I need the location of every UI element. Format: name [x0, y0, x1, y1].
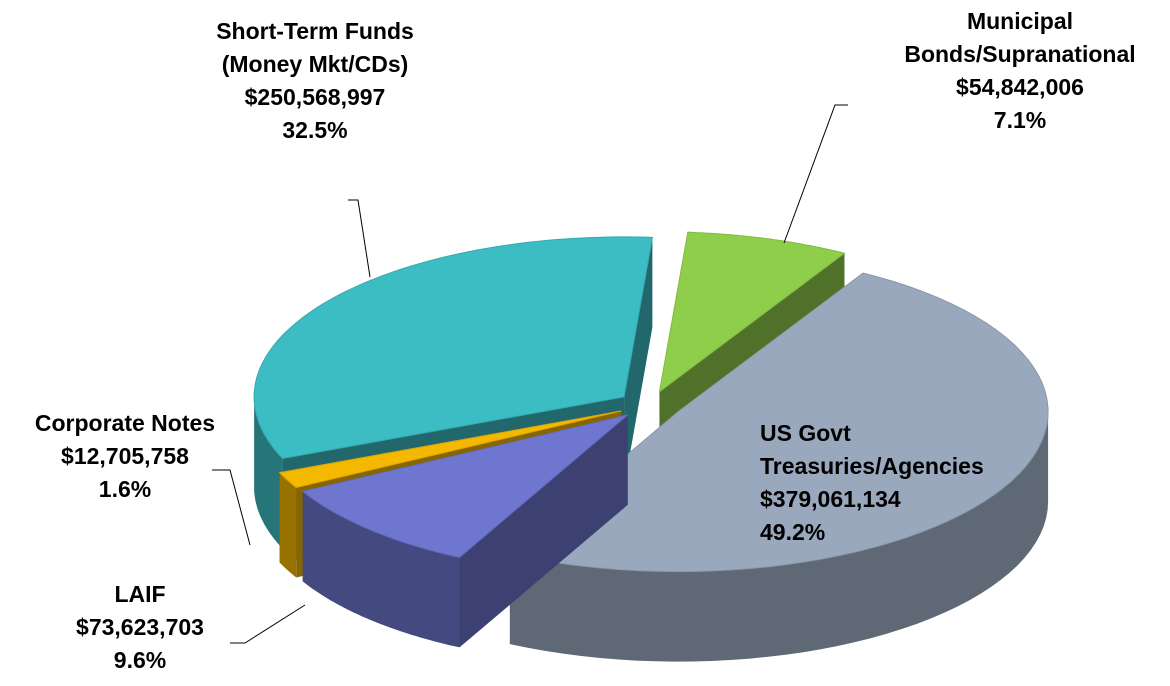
category-label: Municipal Bonds/Supranational: [904, 8, 1136, 67]
percent-label: 32.5%: [282, 117, 348, 143]
slice-wall: [509, 411, 1049, 662]
slice-label: US Govt Treasuries/Agencies $379,061,134…: [760, 417, 1050, 549]
category-label: US Govt Treasuries/Agencies: [760, 420, 984, 479]
category-label: Corporate Notes: [34, 410, 216, 436]
value-label: $379,061,134: [760, 486, 901, 512]
slice-wall: [302, 491, 460, 648]
slice: [508, 272, 1049, 573]
leader-line: [230, 604, 306, 644]
category-label: Short-Term Funds (Money Mkt/CDs): [216, 18, 414, 77]
value-label: $73,623,703: [76, 614, 204, 640]
slice: [301, 414, 629, 558]
category-label: LAIF: [114, 581, 166, 607]
slice-wall: [254, 396, 283, 549]
value-label: $250,568,997: [244, 84, 386, 110]
percent-label: 7.1%: [993, 107, 1047, 133]
slice: [253, 236, 653, 460]
value-label: $54,842,006: [956, 74, 1084, 100]
leader-line: [212, 469, 251, 546]
slice-label: LAIF $73,623,703 9.6%: [40, 578, 240, 677]
value-label: $12,705,758: [61, 443, 189, 469]
slice-side: [624, 237, 653, 487]
slice-label: Municipal Bonds/Supranational $54,842,00…: [870, 5, 1170, 137]
percent-label: 9.6%: [113, 647, 167, 673]
slice-label: Corporate Notes $12,705,758 1.6%: [5, 407, 245, 506]
slice-wall: [279, 472, 297, 578]
slice: [278, 410, 622, 489]
leader-line: [348, 199, 371, 278]
slice: [658, 231, 846, 393]
slice-label: Short-Term Funds (Money Mkt/CDs) $250,56…: [215, 15, 415, 147]
percent-label: 1.6%: [98, 476, 152, 502]
leader-line: [783, 104, 848, 244]
percent-label: 49.2%: [760, 519, 826, 545]
